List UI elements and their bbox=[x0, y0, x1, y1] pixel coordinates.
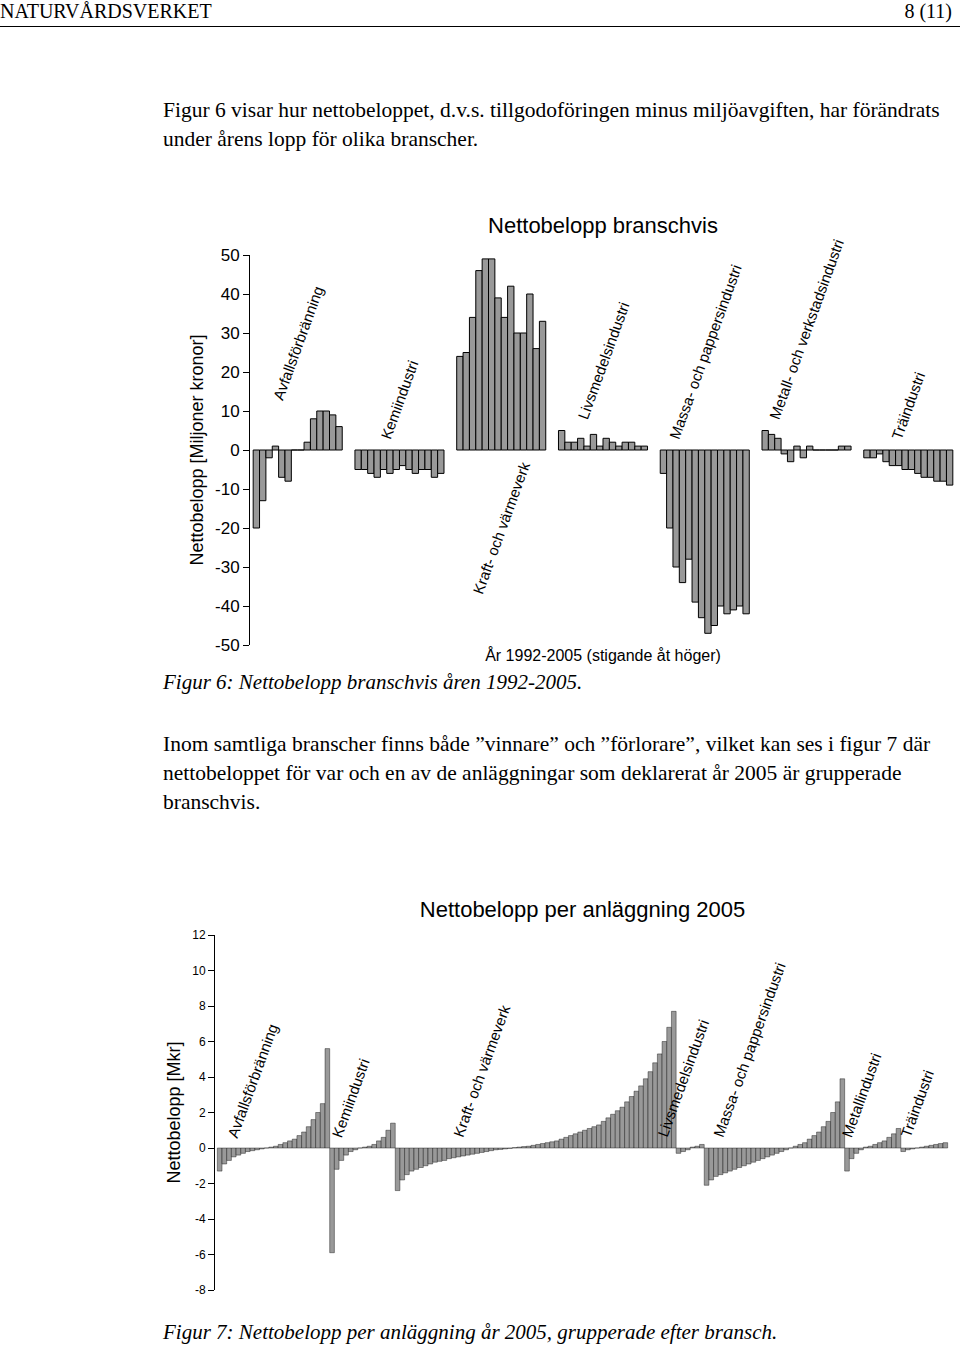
svg-text:12: 12 bbox=[192, 928, 206, 942]
svg-text:Kraft- och värmeverk: Kraft- och värmeverk bbox=[450, 1002, 514, 1139]
svg-text:Avfallsförbränning: Avfallsförbränning bbox=[224, 1022, 281, 1140]
svg-text:10: 10 bbox=[192, 964, 206, 978]
svg-text:0: 0 bbox=[230, 441, 239, 460]
svg-text:-30: -30 bbox=[215, 558, 240, 577]
svg-text:Nettobelopp per anläggning 200: Nettobelopp per anläggning 2005 bbox=[420, 900, 745, 922]
svg-text:Träindustri: Träindustri bbox=[888, 370, 928, 442]
svg-text:Kemiindustri: Kemiindustri bbox=[377, 358, 421, 441]
svg-text:8: 8 bbox=[199, 999, 206, 1013]
svg-text:Metall- och verkstadsindustri: Metall- och verkstadsindustri bbox=[766, 237, 847, 421]
svg-text:-4: -4 bbox=[195, 1212, 206, 1226]
svg-text:Kemiindustri: Kemiindustri bbox=[328, 1056, 372, 1139]
svg-text:Avfallsförbränning: Avfallsförbränning bbox=[270, 284, 327, 402]
svg-text:Massa- och pappersindustri: Massa- och pappersindustri bbox=[666, 262, 745, 441]
html-text:Figur 7: Nettobelopp per anläg: Figur 7: Nettobelopp per anläggning år 2… bbox=[163, 1320, 778, 1344]
svg-text:Nettobelopp branschvis: Nettobelopp branschvis bbox=[488, 215, 718, 238]
svg-text:-8: -8 bbox=[195, 1283, 206, 1297]
svg-text:Metallindustri: Metallindustri bbox=[838, 1051, 884, 1140]
svg-text:-10: -10 bbox=[215, 480, 240, 499]
svg-text:40: 40 bbox=[221, 285, 240, 304]
svg-text:Nettobelopp [Miljoner kronor]: Nettobelopp [Miljoner kronor] bbox=[187, 334, 207, 565]
svg-text:-2: -2 bbox=[195, 1177, 206, 1191]
svg-text:-50: -50 bbox=[215, 636, 240, 655]
svg-text:10: 10 bbox=[221, 402, 240, 421]
svg-text:Nettobelopp [Mkr]: Nettobelopp [Mkr] bbox=[164, 1041, 184, 1183]
svg-text:-40: -40 bbox=[215, 597, 240, 616]
html-text:Inom samtliga branscher finns: Inom samtliga branscher finns både ”vinn… bbox=[163, 732, 931, 814]
svg-text:2: 2 bbox=[199, 1106, 206, 1120]
svg-text:Träindustri: Träindustri bbox=[897, 1068, 937, 1140]
html-text:Figur 6 visar hur nettobeloppe: Figur 6 visar hur nettobeloppet, d.v.s. … bbox=[163, 98, 940, 151]
svg-text:0: 0 bbox=[199, 1141, 206, 1155]
svg-text:Livsmedelsindustri: Livsmedelsindustri bbox=[654, 1017, 712, 1139]
svg-text:50: 50 bbox=[221, 246, 240, 265]
svg-text:Kraft- och värmeverk: Kraft- och värmeverk bbox=[469, 459, 533, 596]
svg-text:6: 6 bbox=[199, 1035, 206, 1049]
html-text:8 (11): 8 (11) bbox=[904, 0, 952, 22]
svg-text:Livsmedelsindustri: Livsmedelsindustri bbox=[574, 300, 632, 422]
svg-text:Massa- och pappersindustri: Massa- och pappersindustri bbox=[710, 960, 789, 1139]
svg-text:-20: -20 bbox=[215, 519, 240, 538]
svg-text:4: 4 bbox=[199, 1070, 206, 1084]
svg-text:-6: -6 bbox=[195, 1248, 206, 1262]
svg-text:20: 20 bbox=[221, 363, 240, 382]
svg-text:30: 30 bbox=[221, 324, 240, 343]
html-text:Figur 6: Nettobelopp branschvi: Figur 6: Nettobelopp branschvis åren 199… bbox=[163, 670, 583, 694]
svg-text:År 1992-2005 (stigande åt höge: År 1992-2005 (stigande åt höger) bbox=[485, 646, 721, 664]
html-text:NATURVÅRDSVERKET: NATURVÅRDSVERKET bbox=[0, 0, 212, 22]
